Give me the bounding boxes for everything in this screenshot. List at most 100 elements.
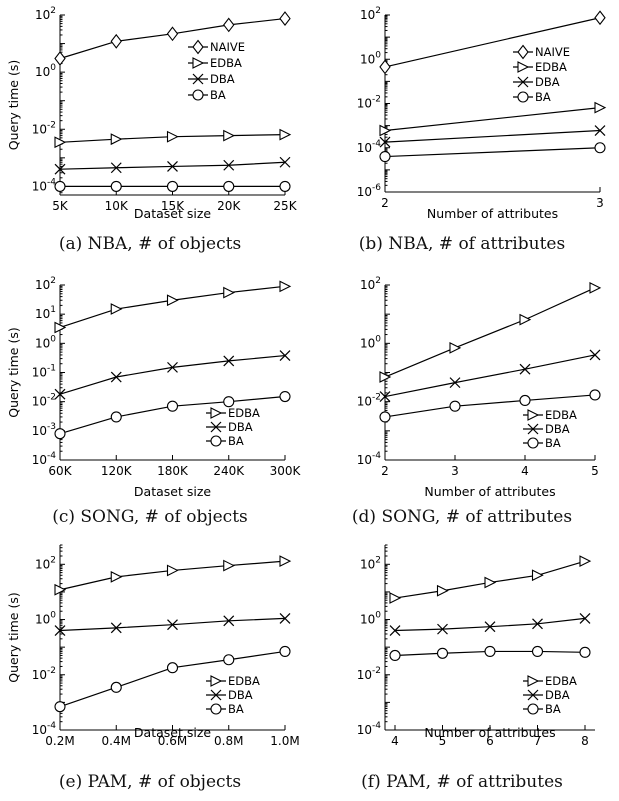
plot-c: 10-4 10-3 10-2 10-1 100 101 102 60K 120K 180K 240K… [6,276,302,499]
data-point-edba [166,294,179,307]
legend-label-ba: BA [228,434,244,448]
y-tick-label-c: 100 [35,334,56,350]
data-point-edba [279,280,292,293]
y-tick-label-c: 10-1 [32,364,56,380]
legend-item-ba: BA [513,90,551,104]
data-point-edba [223,559,235,572]
x-tick-label-e: 0.6M [158,734,187,748]
y-tick-label-a: 10-4 [32,177,57,193]
data-point-dba [279,612,291,624]
data-point-dba [167,619,178,631]
data-point-ba [223,654,235,666]
legend-label-naive: NAIVE [535,45,570,59]
data-point-ba [379,151,391,163]
data-point-naive [54,51,66,66]
chart-svg-f: 10-4 10-2 100 102 4 5 6 7 8 Number of attributes E… [357,544,595,748]
x-tick-label-e: 0.4M [102,734,131,748]
legend-item-ba: BA [206,702,244,716]
legend-item-ba: BA [188,88,226,102]
data-point-dba [223,159,235,171]
plot-b: 10-6 10-4 10-2 100 102 2 3 Number of attributes… [357,6,607,221]
data-point-edba [484,576,497,589]
data-point-dba [379,136,391,148]
data-point-ba [54,428,66,440]
series-line-edba [384,287,596,378]
chart-panel-f: 10-4 10-2 100 102 4 5 6 7 8 Number of attributes E… [310,535,615,750]
series-line-ba [384,147,601,158]
x-tick-label-d: 5 [591,464,599,478]
data-point-edba [389,592,402,604]
legend-marker-edba [527,409,540,421]
series-line-ba [384,394,596,418]
y-tick-label-b: 10-6 [357,183,382,199]
legend-marker-dba [210,421,222,433]
y-tick-label-e: 100 [35,611,56,627]
data-point-dba [54,388,66,400]
y-tick-label-e: 10-2 [32,666,56,682]
data-point-edba [531,569,544,582]
data-point-ba [389,649,401,662]
series-a-ba [54,180,291,192]
legend-label-edba: EDBA [545,674,577,688]
data-point-dba [579,612,591,624]
legend-item-edba: EDBA [523,674,577,688]
series-f-dba [389,612,591,636]
y-tick-label-d: 100 [360,334,381,350]
x-tick-label-f: 7 [534,734,542,748]
legend-label-ba: BA [535,90,551,104]
caption-d: (d) SONG, # of attributes [351,507,573,527]
data-point-ba [54,180,66,192]
data-point-edba [110,133,123,146]
legend-marker-ba [517,91,529,103]
legend-marker-edba [527,675,540,687]
x-tick-label-e: 0.2M [45,734,74,748]
data-point-ba [594,142,606,154]
series-d-dba [379,349,601,402]
x-tick-label-c: 60K [48,464,72,478]
y-tick-label-b: 10-4 [357,139,382,155]
x-tick-label-c: 300K [270,464,302,478]
y-tick-label-b: 100 [360,50,381,66]
data-point-dba [379,391,391,402]
data-point-ba [449,400,461,412]
data-point-edba [379,124,392,137]
chart-svg-a: 10-4 10-2 100 102 5K 10K 15K 20K 25K Dataset size… [6,6,298,221]
y-tick-label-e: 10-4 [32,721,57,737]
x-tick-label-f: 6 [486,734,494,748]
x-tick-label-d: 4 [521,464,529,478]
data-point-ba [531,645,544,657]
data-point-dba [532,618,543,630]
legend-label-naive: NAIVE [210,40,245,54]
data-point-dba [437,623,448,635]
legend-marker-naive [192,39,204,55]
y-tick-label-a: 102 [35,6,56,22]
series-line-dba [394,617,586,632]
y-tick-label-c: 10-3 [32,422,56,438]
series-line-dba [384,129,601,143]
plot-f: 10-4 10-2 100 102 4 5 6 7 8 Number of attributes E… [357,544,595,748]
data-point-ba [223,180,235,192]
caption-a: (a) NBA, # of objects [58,234,242,254]
data-point-dba [223,615,235,627]
chart-svg-b: 10-6 10-4 10-2 100 102 2 3 Number of attributes… [357,6,607,221]
series-d-ba [379,389,601,423]
data-point-ba [110,180,122,192]
legend-marker-dba [192,73,204,85]
legend-item-dba: DBA [206,420,253,434]
legend-label-edba: EDBA [210,56,242,70]
legend-marker-ba [192,89,204,101]
data-point-dba [54,163,66,175]
data-point-ba [579,646,591,658]
legend-item-edba: EDBA [206,674,260,688]
legend-marker-edba [210,407,223,419]
data-point-ba [54,701,66,713]
series-d-edba [379,281,602,383]
x-tick-label-b: 3 [596,196,604,210]
data-point-edba [579,555,592,568]
data-point-edba [166,564,179,577]
data-point-dba [589,349,601,361]
x-tick-label-d: 2 [381,464,389,478]
series-c-ba [54,390,291,440]
series-f-ba [389,645,591,662]
legend-item-dba: DBA [206,688,253,702]
